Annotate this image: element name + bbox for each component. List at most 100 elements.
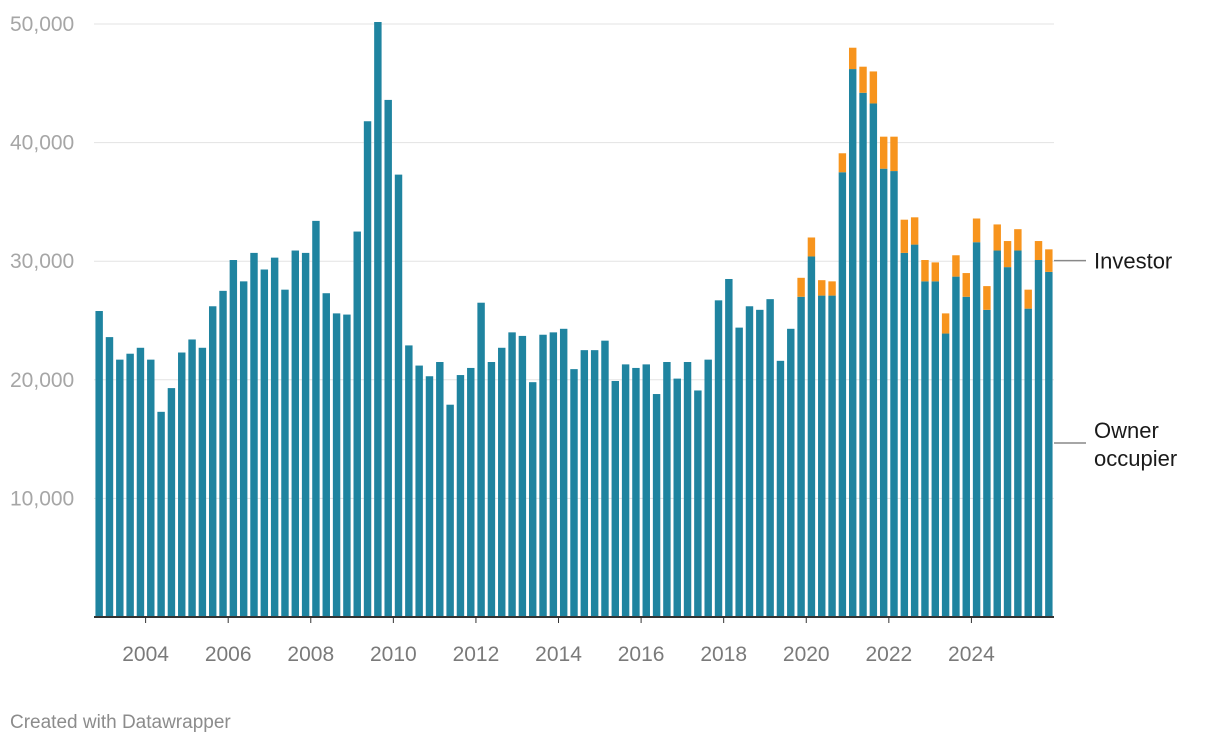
owner-bar (931, 281, 940, 617)
owner-bar (590, 350, 599, 617)
owner-occupier-series-label: Owner (1094, 418, 1159, 443)
owner-bar (498, 347, 506, 617)
investor-bar (869, 71, 878, 104)
owner-bar (663, 362, 671, 617)
x-tick-label: 2010 (370, 643, 417, 666)
investor-bar (952, 255, 960, 277)
x-tick-label: 2012 (453, 643, 500, 666)
owner-bar (900, 252, 909, 617)
investor-bar (879, 136, 888, 169)
investor-bar (1034, 241, 1043, 261)
owner-bar (312, 220, 320, 617)
investor-bar (890, 136, 898, 172)
owner-bar (828, 295, 836, 617)
owner-bar (725, 278, 733, 617)
owner-bar (477, 302, 485, 617)
owner-bar (848, 69, 857, 618)
x-tick-label: 2022 (865, 643, 912, 666)
credit-text: Created with Datawrapper (10, 712, 231, 733)
owner-bar (281, 289, 289, 617)
owner-bar (879, 168, 888, 617)
owner-bar (797, 296, 805, 617)
owner-bar (766, 299, 774, 617)
owner-bar (208, 306, 217, 617)
owner-bar (1045, 271, 1053, 617)
owner-bar (776, 360, 785, 617)
x-tick-label: 2016 (618, 643, 665, 666)
owner-bar (384, 99, 392, 618)
owner-bar (807, 256, 816, 617)
owner-bar (178, 352, 186, 617)
investor-bar (807, 237, 816, 257)
investor-series-label: Investor (1094, 249, 1172, 274)
investor-bars (797, 47, 1053, 334)
owner-bar (436, 362, 444, 617)
owner-bar (941, 333, 950, 617)
owner-bar (405, 345, 413, 617)
owner-bar (1024, 308, 1032, 617)
x-tick-label: 2020 (783, 643, 830, 666)
investor-bar (848, 47, 857, 70)
owner-bar (735, 327, 743, 617)
owner-bar (838, 172, 847, 617)
owner-bar (1003, 267, 1012, 617)
investor-bar (972, 218, 981, 243)
owner-bar (993, 250, 1001, 617)
x-tick-label: 2006 (205, 643, 252, 666)
owner-bar (518, 335, 527, 617)
owner-bar (1034, 260, 1043, 617)
owner-bar (673, 378, 681, 617)
owner-bar (869, 103, 878, 618)
owner-bar (291, 250, 300, 617)
x-tick-label: 2014 (535, 643, 582, 666)
owner-bar (167, 388, 176, 617)
owner-bar (188, 339, 196, 617)
owner-bar (487, 362, 496, 617)
owner-occupier-series-label: occupier (1094, 446, 1177, 471)
investor-bar (900, 219, 909, 253)
owner-occupier-bars (95, 22, 1053, 618)
owner-bar (374, 22, 382, 617)
owner-bar (632, 367, 640, 617)
owner-bar (683, 362, 692, 617)
owner-bar (353, 231, 361, 618)
investor-bar (838, 153, 847, 173)
owner-bar (508, 332, 516, 617)
owner-bar (962, 296, 970, 617)
owner-bar (198, 347, 207, 617)
investor-bar (828, 281, 836, 296)
investor-bar (1003, 241, 1012, 268)
investor-bar (1014, 229, 1022, 251)
owner-bar (601, 340, 609, 617)
investor-bar (962, 273, 970, 297)
direct-series-labels: Investor Owner occupier (1054, 249, 1177, 471)
owner-bar (652, 394, 661, 617)
investor-bar (993, 224, 1001, 251)
owner-bar (611, 380, 620, 617)
owner-bar (322, 293, 330, 617)
owner-bar (116, 359, 124, 617)
owner-bar (136, 347, 145, 617)
owner-bar (859, 92, 867, 617)
owner-bar (983, 309, 991, 617)
x-tick-label: 2024 (948, 643, 995, 666)
x-tick-label: 2008 (287, 643, 334, 666)
owner-bar (528, 382, 537, 617)
y-tick-label: 30,000 (10, 250, 74, 273)
owner-bar (890, 171, 898, 617)
owner-bar (467, 367, 475, 617)
owner-bar (570, 369, 578, 617)
investor-bar (921, 260, 929, 282)
investor-bar (1024, 289, 1032, 309)
owner-bar (239, 281, 248, 617)
x-axis-labels: 2004 2006 2008 2010 2012 2014 2016 2018 2020 2022… (122, 617, 995, 666)
owner-bar (270, 257, 279, 617)
y-axis-labels: 10,000 20,000 30,000 40,000 50,000 (10, 13, 74, 510)
owner-bar (260, 269, 269, 617)
investor-bar (941, 313, 950, 334)
owner-bar (147, 359, 155, 617)
investor-bar (983, 286, 991, 310)
owner-bar (910, 244, 919, 617)
owner-bar (694, 390, 702, 617)
